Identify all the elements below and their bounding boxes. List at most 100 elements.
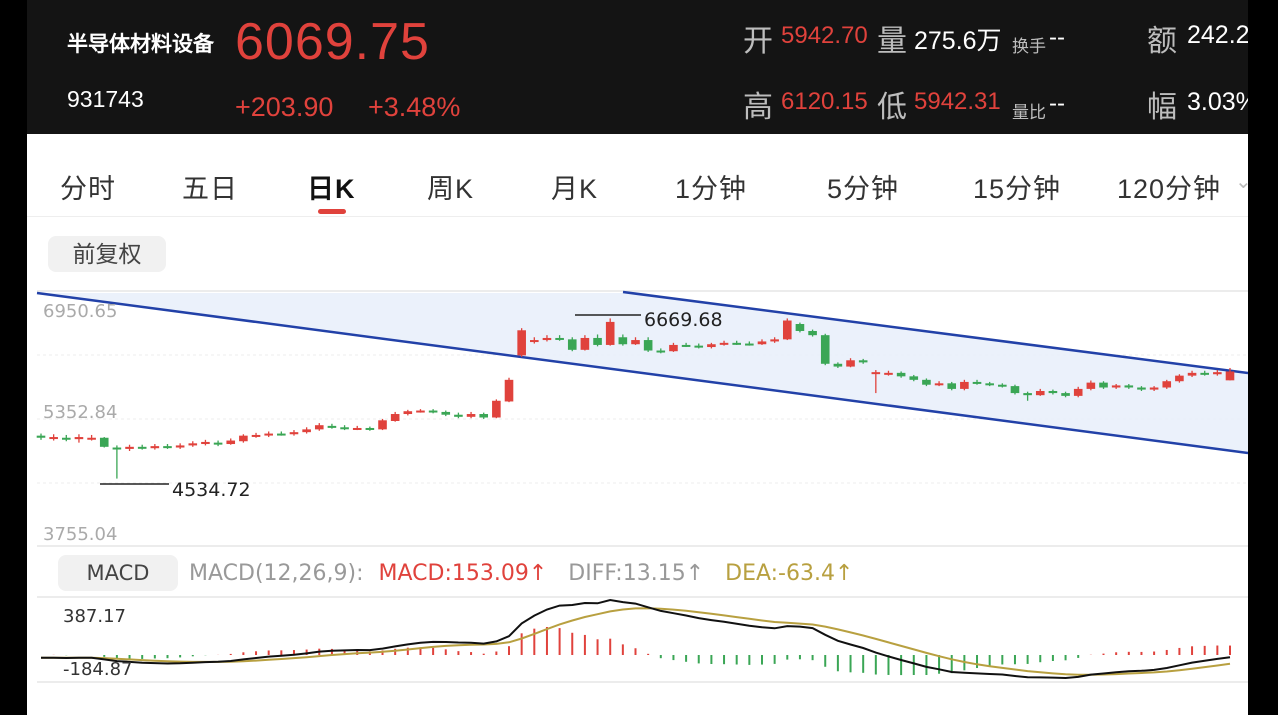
active-tab-indicator xyxy=(318,209,346,214)
candle-body xyxy=(1149,387,1159,390)
dea-line xyxy=(41,607,1231,676)
candle-body xyxy=(1200,372,1210,375)
candle-body xyxy=(922,379,931,385)
candle-body xyxy=(1225,371,1235,381)
tab-weekly-k[interactable]: 周K xyxy=(427,174,475,204)
tab-120-minute[interactable]: 120分钟 xyxy=(1117,174,1222,204)
candle-body xyxy=(1111,385,1121,388)
candle-body xyxy=(757,341,767,345)
candle-body xyxy=(125,446,134,449)
candle-body xyxy=(163,446,172,449)
tab-daily-k[interactable]: 日K xyxy=(307,174,356,204)
candle-body xyxy=(820,335,830,364)
candle-body xyxy=(909,376,919,380)
candle-body xyxy=(1187,372,1197,376)
candle-body xyxy=(49,437,58,440)
amount-label: 额 xyxy=(1147,25,1177,58)
candle-body xyxy=(1035,390,1045,396)
candle-body xyxy=(378,420,387,430)
price-axis-bottom: 3755.04 xyxy=(43,524,117,545)
candle-body xyxy=(492,400,501,418)
volume-value: 275.6万 xyxy=(914,27,1002,55)
candle-body xyxy=(631,340,640,345)
tab-15-minute[interactable]: 15分钟 xyxy=(973,174,1062,204)
tab-intraday[interactable]: 分时 xyxy=(60,174,116,204)
amplitude-label: 幅 xyxy=(1147,91,1177,124)
low-value: 5942.31 xyxy=(914,88,1001,115)
candle-body xyxy=(618,337,628,345)
candle-body xyxy=(593,337,602,345)
high-label: 高 xyxy=(743,91,773,124)
last-price: 6069.75 xyxy=(235,13,430,71)
candle-body xyxy=(479,414,489,418)
candle-body xyxy=(365,427,375,430)
index-code: 931743 xyxy=(67,86,144,112)
candle-body xyxy=(352,427,362,430)
candle-body xyxy=(1175,375,1184,382)
macd-axis-top: 387.17 xyxy=(63,606,126,627)
candle-body xyxy=(605,321,615,345)
candle-body xyxy=(643,340,653,351)
tab-5-minute[interactable]: 5分钟 xyxy=(827,174,900,204)
chevron-down-icon[interactable]: ⌄ xyxy=(1235,171,1248,193)
macd-histogram xyxy=(52,627,1231,676)
macd-button[interactable]: MACD xyxy=(58,555,178,591)
candle-body xyxy=(770,339,779,342)
volume-label: 量 xyxy=(877,25,907,58)
candle-body xyxy=(580,337,590,350)
candle-body xyxy=(707,344,716,348)
candle-body xyxy=(213,442,223,445)
candle-body xyxy=(542,337,552,341)
candle-body xyxy=(681,344,691,347)
candle-body xyxy=(1048,390,1058,394)
tab-monthly-k[interactable]: 月K xyxy=(551,174,599,204)
candle-body xyxy=(327,425,337,428)
index-name: 半导体材料设备 xyxy=(67,33,214,56)
candle-body xyxy=(201,441,210,445)
candle-body xyxy=(833,363,843,367)
price-change: +203.90 xyxy=(235,92,334,122)
candle-body xyxy=(112,447,122,450)
candle-body xyxy=(858,360,868,363)
candle-body xyxy=(1213,372,1222,375)
candle-body xyxy=(656,350,666,353)
kline-chart: 6950.65 5352.84 3755.04 6669.68 4534.72 … xyxy=(36,290,1248,683)
tab-1-minute[interactable]: 1分钟 xyxy=(675,174,748,204)
candle-body xyxy=(555,337,564,340)
candle-body xyxy=(972,381,982,384)
macd-axis-bottom: -184.87 xyxy=(63,659,132,680)
candle-body xyxy=(251,434,261,437)
turnover-label: 换手 xyxy=(1012,37,1046,56)
candle-body xyxy=(934,383,944,386)
candle-body xyxy=(732,342,741,345)
candle-body xyxy=(694,345,704,348)
macd-value: MACD:153.09↑ xyxy=(378,561,548,586)
period-tabs: 分时 五日 日K 周K 月K 1分钟 5分钟 15分钟 120分钟 ⌄ xyxy=(27,145,1248,217)
tab-five-day[interactable]: 五日 xyxy=(182,174,238,204)
price-change-pct: +3.48% xyxy=(368,92,461,122)
candle-body xyxy=(454,414,463,417)
candle-body xyxy=(1010,386,1020,394)
candle-body xyxy=(441,411,451,415)
ratio-label: 量比 xyxy=(1012,103,1046,122)
candle-body xyxy=(530,340,539,343)
trend-channel-lower-line xyxy=(36,291,1248,455)
candle-body xyxy=(428,410,438,413)
candle-body xyxy=(745,343,754,346)
candle-body xyxy=(947,383,957,389)
adjust-button[interactable]: 前复权 xyxy=(48,236,166,272)
candle-body xyxy=(846,360,855,367)
candle-body xyxy=(36,435,46,438)
candle-body xyxy=(896,372,906,377)
candle-body xyxy=(871,372,881,375)
candle-body xyxy=(390,414,400,422)
candle-body xyxy=(314,425,324,430)
candle-body xyxy=(239,435,248,442)
candle-body xyxy=(1124,385,1134,388)
candle-body xyxy=(1023,393,1032,396)
candle-body xyxy=(1073,388,1083,396)
candle-body xyxy=(289,432,299,435)
candle-body xyxy=(1162,381,1172,388)
candle-body xyxy=(416,410,425,413)
diff-line xyxy=(40,598,1231,680)
